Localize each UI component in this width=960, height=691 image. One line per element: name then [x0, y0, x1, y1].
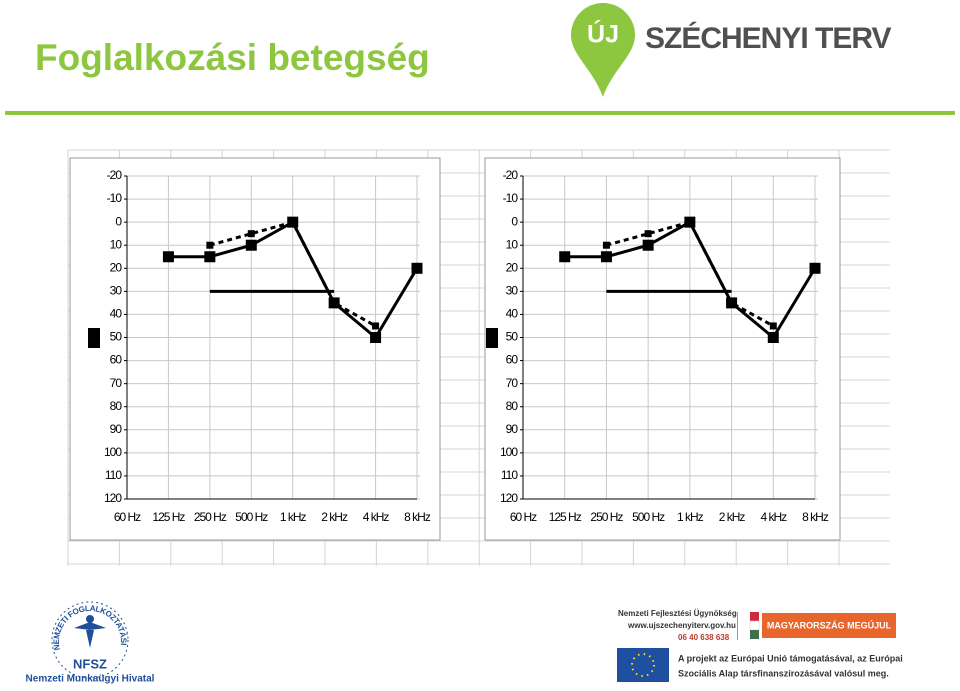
y-tick-label: 120	[500, 491, 518, 505]
x-tick-label: 2 kHz	[719, 510, 746, 524]
x-tick-label: 250 Hz	[194, 510, 227, 524]
y-tick-label: 40	[110, 307, 123, 321]
x-tick-label: 500 Hz	[632, 510, 665, 524]
logo-badge: ÚJ	[587, 19, 619, 49]
slogan-box	[762, 613, 896, 638]
eu-line: Szociális Alap társfinanszírozásával val…	[678, 668, 889, 678]
marker	[162, 251, 174, 263]
side-marker	[88, 328, 100, 348]
marker	[206, 241, 214, 249]
chart-frame	[69, 157, 441, 541]
y-tick-label: 0	[511, 214, 518, 228]
y-tick-label: 30	[506, 284, 519, 298]
eu-line: A projekt az Európai Unió támogatásával,…	[678, 653, 903, 663]
nfsz-ring	[51, 601, 129, 679]
y-tick-label: 30	[110, 284, 123, 298]
y-tick-label: 80	[506, 399, 519, 413]
marker	[602, 241, 610, 249]
y-tick-label: 40	[506, 307, 519, 321]
y-tick-label: 90	[506, 422, 519, 436]
x-tick-label: 1 kHz	[677, 510, 704, 524]
x-tick-label: 500 Hz	[235, 510, 268, 524]
side-marker	[486, 328, 498, 348]
marker	[245, 239, 257, 251]
y-tick-label: 20	[506, 260, 519, 274]
y-tick-label: -10	[107, 191, 123, 205]
y-tick-label: 80	[110, 399, 123, 413]
marker	[686, 218, 694, 226]
eu-stars	[631, 653, 655, 677]
marker	[247, 230, 255, 238]
y-tick-label: 0	[115, 214, 122, 228]
y-tick-label: 90	[110, 422, 123, 436]
x-tick-label: 250 Hz	[590, 510, 623, 524]
nfsz-name: Nemzeti Munkaügyi Hivatal	[26, 674, 155, 685]
logo-text: SZÉCHENYI TERV	[645, 21, 891, 55]
title-rule	[5, 111, 955, 115]
flag-red	[750, 612, 759, 621]
slide-title: Foglalkozási betegség	[35, 37, 430, 78]
y-tick-label: 70	[110, 376, 123, 390]
marker	[289, 218, 297, 226]
nfu-url: www.ujszechenyiterv.gov.hu	[627, 621, 736, 630]
marker	[370, 332, 382, 343]
y-tick-label: 100	[104, 445, 122, 459]
marker	[728, 299, 736, 307]
marker	[644, 230, 652, 238]
y-tick-label: 50	[506, 330, 519, 344]
marker	[642, 239, 654, 251]
flag-white	[749, 620, 760, 631]
y-tick-label: 110	[501, 468, 518, 482]
y-tick-label: 50	[110, 330, 123, 344]
x-tick-label: 8 kHz	[404, 510, 431, 524]
y-tick-label: 10	[110, 237, 123, 251]
eu-flag	[617, 648, 669, 682]
x-tick-label: 2 kHz	[321, 510, 348, 524]
marker	[559, 251, 571, 263]
y-tick-label: 70	[506, 376, 519, 390]
chart-frame	[484, 157, 841, 541]
nfu-phone: 06 40 638 638	[678, 633, 730, 642]
x-tick-label: 4 kHz	[363, 510, 390, 524]
x-tick-label: 4 kHz	[760, 510, 787, 524]
marker	[809, 262, 821, 274]
y-tick-label: 10	[506, 237, 519, 251]
y-tick-label: -20	[503, 168, 519, 182]
y-tick-label: 110	[105, 468, 122, 482]
flag-green	[750, 630, 759, 639]
nfsz-head	[86, 615, 94, 623]
x-tick-label: 1 kHz	[280, 510, 307, 524]
x-tick-label: 60 Hz	[114, 510, 141, 524]
y-tick-label: -20	[107, 168, 123, 182]
marker	[769, 322, 777, 330]
y-tick-label: 60	[110, 353, 123, 367]
series-line	[606, 220, 775, 328]
x-tick-label: 60 Hz	[510, 510, 537, 524]
y-tick-label: 20	[110, 260, 123, 274]
logo-pin	[571, 3, 635, 97]
y-tick-label: 60	[506, 353, 519, 367]
slogan: MAGYARORSZÁG MEGÚJUL	[767, 619, 892, 630]
nfsz-figure	[74, 622, 106, 648]
marker	[411, 262, 423, 274]
y-tick-label: 100	[500, 445, 518, 459]
marker	[204, 251, 216, 263]
x-tick-label: 8 kHz	[802, 510, 829, 524]
marker	[372, 322, 380, 330]
y-tick-label: 120	[104, 491, 122, 505]
x-tick-label: 125 Hz	[152, 510, 185, 524]
marker	[600, 251, 612, 263]
marker	[767, 332, 779, 343]
nfsz-short: NFSZ	[73, 656, 107, 671]
nfu-name: Nemzeti Fejlesztési Ügynökség	[618, 609, 737, 618]
divider	[737, 612, 738, 640]
marker	[330, 299, 338, 307]
x-tick-label: 125 Hz	[549, 510, 582, 524]
y-tick-label: -10	[503, 191, 519, 205]
series-line	[209, 220, 377, 328]
